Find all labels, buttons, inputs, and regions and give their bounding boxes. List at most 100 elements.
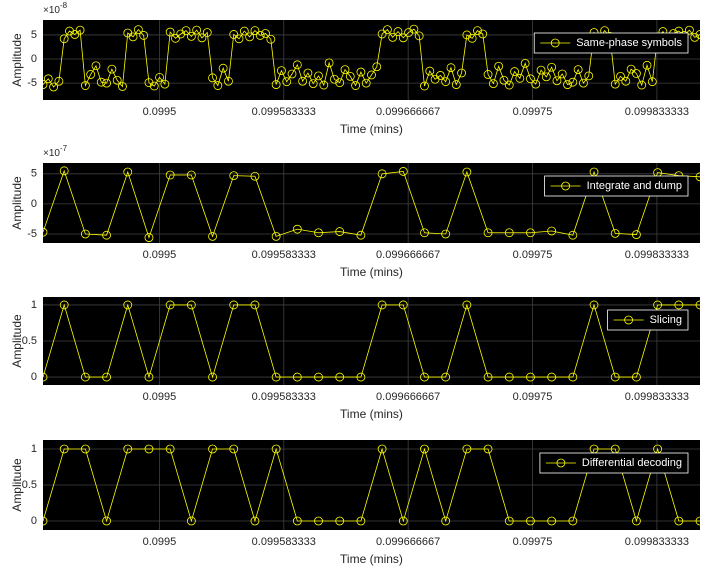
data-point	[695, 30, 700, 39]
data-point	[367, 70, 376, 80]
data-point	[626, 64, 636, 74]
x-tick-label: 0.099833333	[625, 536, 689, 548]
data-point	[43, 80, 48, 89]
y-tick-label: 1	[31, 443, 37, 455]
legend-box	[533, 32, 689, 54]
legend-marker	[624, 315, 633, 325]
data-point	[526, 516, 535, 526]
y-exponent: ×10-7	[43, 144, 68, 159]
data-point	[340, 65, 350, 75]
data-point	[80, 372, 90, 382]
data-point	[277, 66, 286, 76]
data-point	[488, 79, 498, 89]
data-point	[197, 33, 207, 43]
x-tick-label: 0.099666667	[376, 106, 440, 118]
data-point	[547, 372, 557, 382]
x-axis-label: Time (mins)	[340, 265, 403, 279]
data-point	[499, 75, 509, 85]
data-point	[420, 228, 429, 238]
data-point	[335, 372, 345, 382]
data-point	[610, 79, 620, 89]
data-point	[351, 81, 361, 90]
data-point	[186, 170, 196, 180]
data-point	[632, 230, 641, 239]
data-point	[695, 172, 700, 182]
legend-box	[539, 452, 689, 474]
data-point	[292, 224, 302, 234]
data-point	[377, 169, 387, 179]
data-point	[420, 81, 429, 91]
data-point	[632, 69, 641, 78]
legend: Same-phase symbols	[533, 32, 689, 54]
data-point	[229, 300, 239, 310]
legend-marker	[561, 181, 570, 191]
data-point	[356, 67, 366, 77]
data-point	[637, 80, 647, 90]
data-point	[144, 233, 154, 242]
x-tick-label: 0.099833333	[625, 106, 689, 118]
data-point	[398, 167, 408, 176]
data-point	[441, 516, 451, 526]
data-point	[420, 444, 429, 454]
data-point	[308, 79, 318, 89]
data-point	[218, 63, 228, 73]
data-point	[568, 372, 578, 382]
data-point	[59, 300, 69, 310]
data-point	[483, 228, 493, 238]
data-point	[462, 444, 472, 454]
data-point	[208, 231, 217, 241]
data-point	[202, 28, 212, 37]
data-point	[292, 60, 302, 70]
y-tick-label: 0	[31, 53, 37, 65]
data-point	[229, 171, 239, 181]
data-point	[552, 76, 562, 86]
x-tick-label: 0.0995	[143, 536, 177, 548]
data-point	[107, 64, 117, 74]
data-point	[372, 62, 382, 72]
data-point	[589, 300, 599, 310]
data-point	[314, 71, 323, 81]
y-tick-label: 5	[31, 29, 37, 41]
data-point	[213, 81, 223, 90]
data-point	[547, 226, 557, 236]
data-point	[314, 516, 323, 526]
data-point	[398, 516, 408, 526]
data-point	[43, 74, 53, 84]
x-tick-label: 0.099833333	[625, 391, 689, 403]
data-point	[510, 67, 519, 76]
y-axis-label: Amplitude	[10, 33, 24, 87]
data-point	[404, 28, 413, 37]
data-point	[292, 516, 302, 526]
data-point	[128, 32, 138, 42]
data-point	[43, 227, 48, 237]
data-point	[610, 372, 620, 382]
data-point	[330, 74, 339, 84]
data-point	[335, 78, 345, 88]
data-point	[208, 73, 217, 83]
data-point	[144, 444, 154, 454]
data-point	[266, 34, 276, 44]
data-point	[335, 227, 345, 236]
data-point	[388, 32, 398, 42]
data-point	[80, 81, 90, 90]
legend-box	[544, 175, 689, 197]
x-tick-label: 0.099583333	[252, 249, 316, 261]
data-point	[165, 300, 175, 310]
y-tick-label: -5	[27, 77, 37, 89]
data-point	[123, 444, 133, 454]
data-point	[462, 167, 472, 177]
data-point	[314, 228, 323, 238]
data-point	[282, 77, 292, 87]
data-point	[356, 372, 366, 382]
data-point	[165, 27, 175, 37]
data-point	[155, 72, 164, 82]
legend-label: Integrate and dump	[587, 180, 682, 192]
data-point	[526, 228, 535, 238]
data-point	[59, 34, 69, 44]
data-point	[208, 444, 217, 454]
x-tick-label: 0.099666667	[376, 536, 440, 548]
y-tick-label: 5	[31, 168, 37, 180]
x-tick-label: 0.09975	[513, 249, 553, 261]
data-point	[287, 69, 297, 79]
